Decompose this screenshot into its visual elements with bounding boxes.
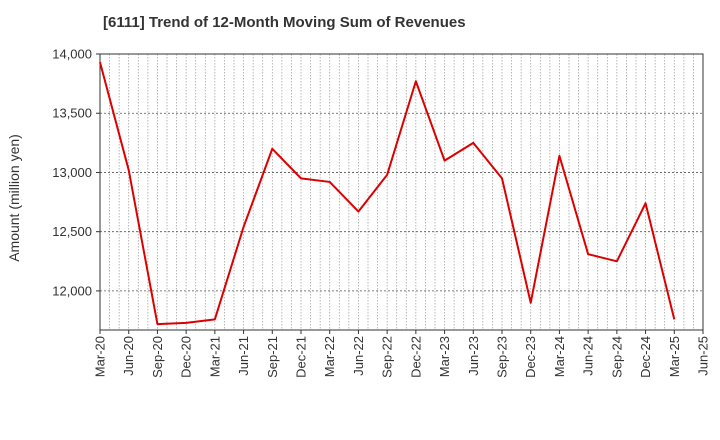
y-axis-title: Amount (million yen) [6, 134, 22, 262]
x-tick-label: Sep-20 [150, 336, 165, 378]
series-group [99, 61, 676, 326]
data-point [558, 155, 560, 157]
x-axis-ticks: Mar-20 Jun-20 Sep-20 Dec-20 Mar-21 Jun-21 Sep-… [93, 330, 711, 378]
x-tick-label: Jun-24 [581, 336, 596, 376]
data-point [645, 202, 647, 204]
x-tick-label: Jun-20 [121, 336, 136, 376]
data-point [501, 177, 503, 179]
x-tick-label: Jun-22 [351, 336, 366, 376]
chart-title: [6111] Trend of 12-Month Moving Sum of R… [103, 14, 466, 31]
data-point [300, 177, 302, 179]
x-tick-label: Dec-22 [408, 336, 423, 378]
x-tick-label: Sep-22 [380, 336, 395, 378]
x-tick-label: Sep-21 [265, 336, 280, 378]
data-point [444, 160, 446, 162]
data-point [329, 181, 331, 183]
data-point [673, 318, 675, 320]
data-point [472, 142, 474, 144]
x-tick-label: Dec-23 [523, 336, 538, 378]
data-point [128, 169, 130, 171]
x-tick-label: Mar-23 [437, 336, 452, 377]
vertical-gridlines [109, 54, 694, 330]
x-tick-label: Mar-25 [667, 336, 682, 377]
x-tick-label: Jun-25 [696, 336, 711, 376]
x-tick-label: Dec-24 [638, 336, 653, 378]
horizontal-gridlines [100, 112, 703, 292]
data-point [415, 80, 417, 82]
x-tick-label: Mar-24 [552, 336, 567, 377]
x-tick-label: Mar-20 [93, 336, 108, 377]
plot-frame [99, 53, 704, 331]
y-tick-label: 13,000 [52, 165, 92, 180]
x-tick-label: Dec-21 [294, 336, 309, 378]
x-tick-label: Jun-23 [466, 336, 481, 376]
y-tick-label: 12,000 [52, 283, 92, 298]
data-point [386, 174, 388, 176]
y-tick-label: 12,500 [52, 224, 92, 239]
data-point [214, 318, 216, 320]
x-tick-label: Sep-23 [495, 336, 510, 378]
series-line [99, 62, 676, 326]
y-tick-label: 14,000 [52, 47, 92, 62]
y-tick-label: 13,500 [52, 106, 92, 121]
data-point [99, 61, 101, 63]
x-tick-label: Dec-20 [179, 336, 194, 378]
data-point [271, 148, 273, 150]
data-point [530, 302, 532, 304]
x-tick-label: Mar-21 [207, 336, 222, 377]
data-point [243, 226, 245, 228]
data-point [185, 322, 187, 324]
data-point [357, 211, 359, 213]
data-point [616, 260, 618, 262]
x-tick-label: Jun-21 [236, 336, 251, 376]
data-point [156, 323, 158, 325]
x-tick-label: Sep-24 [609, 336, 624, 378]
y-axis-ticks: 12,000 12,500 13,000 13,500 14,000 [52, 47, 100, 298]
data-point [587, 253, 589, 255]
x-tick-label: Mar-22 [322, 336, 337, 377]
